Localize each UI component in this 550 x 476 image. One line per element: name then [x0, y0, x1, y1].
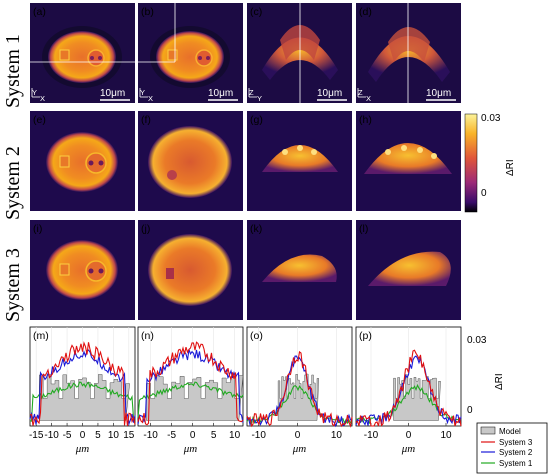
panel-label-d: (d)	[359, 6, 372, 18]
axis-label-b-vertical: Y	[140, 88, 145, 97]
x-tick-label: -5	[167, 430, 176, 441]
panel-k: (k)	[247, 220, 352, 320]
colorbar: 0.03 0 ΔRI	[464, 113, 516, 213]
panel-d: (d) Z X 10μm	[356, 3, 461, 103]
legend-label-system-2: System 2	[499, 448, 533, 457]
x-tick-label: 15	[123, 430, 135, 441]
panel-label-k: (k)	[250, 223, 262, 235]
axis-label-b-horizontal: X	[148, 94, 153, 103]
scale-bar-label-c: 10μm	[317, 88, 342, 99]
x-tick-label: -15	[29, 430, 44, 441]
plot-ylabel: ΔRI	[494, 373, 505, 390]
x-tick-label: 0	[406, 430, 412, 441]
axis-label-c-horizontal: Y	[257, 94, 262, 103]
series-system-1	[355, 383, 462, 425]
x-tick-label: 10	[108, 430, 120, 441]
x-tick-label: 5	[95, 430, 101, 441]
panel-label-e: (e)	[33, 114, 46, 126]
panel-h: (h)	[356, 111, 461, 211]
x-axis-label: μm	[292, 443, 307, 455]
panel-g: (g)	[247, 111, 352, 211]
x-tick-label: 10	[229, 430, 241, 441]
axis-label-a-horizontal: X	[40, 94, 45, 103]
scale-bar-label-b: 10μm	[208, 88, 233, 99]
panel-label-j: (j)	[141, 223, 150, 235]
panel-label-h: (h)	[359, 114, 372, 126]
model-area	[277, 373, 320, 421]
x-axis-label: μm	[75, 443, 90, 455]
panel-label-o: (o)	[250, 330, 263, 342]
model-area	[393, 374, 441, 421]
x-axis-label: μm	[183, 443, 198, 455]
x-tick-label: 0	[80, 430, 86, 441]
model-area	[39, 374, 130, 421]
colorbar-max: 0.03	[481, 113, 501, 124]
panel-label-n: (n)	[141, 330, 154, 342]
x-tick-label: -10	[364, 430, 379, 441]
x-tick-label: 5	[211, 430, 217, 441]
panel-label-c: (c)	[250, 6, 262, 18]
panel-label-g: (g)	[250, 114, 263, 126]
series-system-1	[29, 381, 136, 422]
x-axis-label: μm	[401, 443, 416, 455]
series-system-2	[29, 349, 136, 426]
profile-plots: -15 -10 -5 0 5 10 15(m)μm-10 -5 0 5 10(n)μm-10 0 10(…	[29, 326, 462, 455]
row-label-system-2: System 2	[2, 146, 24, 220]
panel-label-f: (f)	[141, 114, 151, 126]
axis-label-c-vertical: Z	[249, 88, 254, 97]
axis-label-d-horizontal: X	[366, 94, 371, 103]
legend-label-system-1: System 1	[499, 459, 533, 468]
row-label-system-3: System 3	[2, 248, 24, 322]
x-tick-label: -10	[143, 430, 158, 441]
panel-label-l: (l)	[359, 223, 368, 235]
panel-label-p: (p)	[359, 330, 372, 342]
x-tick-label: -5	[63, 430, 72, 441]
x-tick-label: 0	[295, 430, 301, 441]
plot-ymin: 0	[467, 405, 473, 416]
x-tick-label: 10	[440, 430, 452, 441]
panel-f: (f)	[138, 111, 243, 211]
colorbar-min: 0	[481, 188, 487, 199]
scale-bar-label-d: 10μm	[426, 88, 451, 99]
series-system-3	[137, 341, 244, 426]
row-label-system-1: System 1	[2, 34, 24, 108]
panel-a: (a) Y X 10μm	[30, 3, 135, 103]
series-system-2	[137, 349, 244, 425]
x-tick-label: -10	[251, 430, 266, 441]
panel-c: (c) Z Y 10μm	[247, 3, 352, 103]
x-tick-label: 0	[190, 430, 196, 441]
x-tick-label: 10	[331, 430, 343, 441]
legend: Model System 3 System 2 System 1	[476, 422, 548, 474]
model-area	[146, 375, 244, 421]
plot-ymax: 0.03	[467, 335, 487, 346]
legend-label-system-3: System 3	[499, 438, 533, 447]
panel-label-i: (i)	[33, 223, 42, 235]
series-system-1	[137, 381, 244, 418]
series-system-2	[355, 355, 462, 426]
series-system-3	[355, 349, 462, 427]
panel-e: (e)	[30, 111, 135, 211]
scale-bar-label-a: 10μm	[100, 88, 125, 99]
series-system-3	[29, 341, 136, 426]
x-tick-label: -10	[44, 430, 59, 441]
series-system-3	[246, 350, 353, 428]
panel-j: (j)	[138, 220, 243, 320]
panel-l: (l)	[356, 220, 461, 320]
axis-label-d-vertical: Z	[358, 88, 363, 97]
axis-label-a-vertical: Y	[32, 88, 37, 97]
panel-label-b: (b)	[141, 6, 154, 18]
panel-i: (i)	[30, 220, 135, 320]
panel-label-m: (m)	[33, 330, 49, 342]
panel-b: (b) Y X 10μm	[138, 3, 243, 103]
panel-label-a: (a)	[33, 6, 46, 18]
legend-swatch-model	[480, 426, 496, 435]
legend-label-model: Model	[499, 427, 521, 436]
colorbar-label: ΔRI	[505, 159, 516, 176]
